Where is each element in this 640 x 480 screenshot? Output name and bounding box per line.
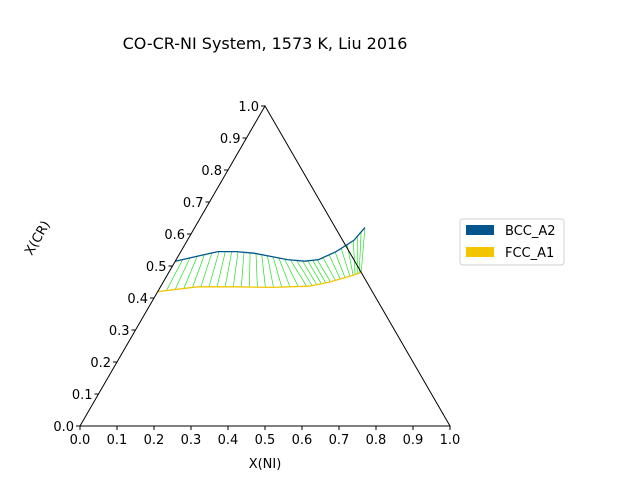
tie-line <box>358 231 362 274</box>
legend: BCC_A2 FCC_A1 <box>459 218 565 266</box>
tie-line <box>267 255 274 288</box>
tie-line <box>360 227 366 273</box>
ternary-triangle-frame <box>79 105 451 427</box>
tie-line <box>216 251 226 287</box>
x-tick-label: 0.8 <box>366 433 387 448</box>
tie-line <box>302 260 317 285</box>
tie-line <box>290 259 307 287</box>
fcc-a1-phase-boundary <box>157 271 362 293</box>
tie-lines <box>157 227 366 292</box>
bcc-a2-phase-boundary <box>175 227 366 262</box>
left-axis-ticks: 0.0 0.1 0.2 0.3 0.4 0.5 0.6 0.7 0.8 0.9 1.0 <box>53 100 265 435</box>
x-tick-label: 0.9 <box>403 433 424 448</box>
y-tick-label: 0.8 <box>201 164 222 179</box>
chart-title: CO-CR-NI System, 1573 K, Liu 2016 <box>123 34 408 53</box>
x-tick-label: 0.2 <box>144 433 165 448</box>
tie-line <box>317 259 331 282</box>
y-tick-label: 0.6 <box>164 228 185 243</box>
tie-line <box>272 256 282 288</box>
tie-line <box>296 260 313 286</box>
tie-line <box>192 254 205 288</box>
x-tick-label: 1.0 <box>440 433 461 448</box>
tie-line <box>307 260 322 284</box>
legend-swatch-fcc-a1 <box>466 247 494 257</box>
x-axis-label: X(NI) <box>249 457 282 472</box>
x-tick-label: 0.7 <box>329 433 350 448</box>
y-tick-label: 0.3 <box>109 324 130 339</box>
tie-line <box>353 240 356 275</box>
y-tick-label: 0.5 <box>146 260 167 275</box>
x-tick-label: 0.0 <box>70 433 91 448</box>
legend-label-fcc-a1: FCC_A1 <box>505 246 554 261</box>
tie-line <box>328 254 341 280</box>
tie-line <box>166 259 183 291</box>
x-tick-label: 0.5 <box>255 433 276 448</box>
x-tick-label: 0.1 <box>107 433 128 448</box>
legend-label-bcc-a2: BCC_A2 <box>505 224 556 239</box>
tie-line <box>183 256 198 289</box>
tie-line <box>208 251 220 287</box>
x-tick-label: 0.6 <box>292 433 313 448</box>
tie-line <box>278 257 291 287</box>
y-tick-label: 1.0 <box>238 100 259 115</box>
tie-line <box>340 248 351 277</box>
y-tick-label: 0.7 <box>183 196 204 211</box>
tie-line <box>284 258 299 287</box>
x-tick-label: 0.3 <box>181 433 202 448</box>
tie-line <box>261 254 266 288</box>
tie-line <box>249 252 251 288</box>
tie-line <box>174 257 191 290</box>
y-tick-label: 0.2 <box>90 356 111 371</box>
tie-line <box>334 251 346 278</box>
y-tick-label: 0.0 <box>53 420 74 435</box>
tie-line <box>200 252 213 287</box>
tie-line <box>322 257 336 281</box>
tie-line <box>255 253 258 288</box>
y-tick-label: 0.4 <box>127 292 148 307</box>
y-axis-label: X(CR) <box>22 218 54 258</box>
tie-line <box>312 260 327 283</box>
tie-line <box>224 251 232 287</box>
y-tick-label: 0.9 <box>220 132 241 147</box>
tie-line <box>241 252 245 287</box>
y-tick-label: 0.1 <box>72 388 93 403</box>
legend-swatch-bcc-a2 <box>466 225 494 235</box>
x-tick-label: 0.4 <box>218 433 239 448</box>
bottom-axis-ticks: 0.0 0.1 0.2 0.3 0.4 0.5 0.6 0.7 0.8 0.9 1.0 <box>70 426 461 448</box>
tie-line <box>233 251 239 287</box>
